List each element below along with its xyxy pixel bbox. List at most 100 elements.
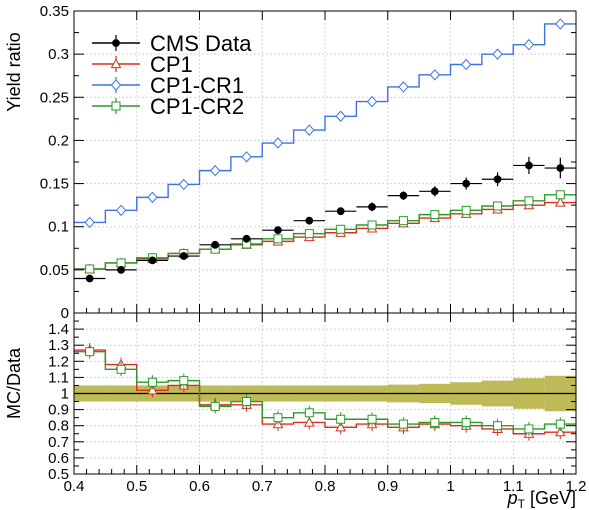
y-tick-label: 1.4: [48, 321, 69, 338]
data-point-cp1-cr2: [367, 220, 377, 230]
ratio-line-cp1: [74, 349, 576, 435]
y-tick-label: 0.8: [48, 418, 69, 435]
x-tick-label: 0.9: [377, 478, 398, 495]
data-point-cp1-cr1: [523, 38, 535, 51]
x-tick-label: 1.2: [566, 478, 587, 495]
data-point-cp1-cr1: [210, 164, 221, 177]
data-point-cp1-cr1: [555, 18, 566, 30]
data-point-cp1-cr1: [115, 204, 127, 217]
ratio-point-cp1-cr2: [304, 408, 314, 418]
ratio-point-cp1-cr2: [147, 377, 157, 387]
ratio-point-cp1-cr2: [367, 414, 377, 424]
data-point-cp1-cr2: [555, 190, 565, 200]
data-point-cp1-cr1: [492, 48, 503, 60]
data-point-cms-data: [179, 252, 188, 260]
x-tick-label: 0.4: [64, 478, 85, 495]
ratio-point-cp1-cr2: [555, 419, 565, 429]
y-tick-label: 1.1: [48, 369, 69, 386]
data-point-cp1-cr2: [336, 224, 346, 234]
y-tick-label: 0.2: [48, 132, 69, 149]
ratio-point-cp1-cr2: [524, 424, 534, 434]
data-point-cp1-cr1: [84, 216, 95, 229]
data-point-cp1-cr2: [273, 234, 283, 244]
y-tick-label: 0.1: [48, 219, 69, 236]
ratio-y-ticks: 0.50.60.70.80.911.11.21.31.4: [48, 320, 576, 483]
data-point-cms-data: [211, 240, 220, 249]
legend-marker: [112, 39, 120, 47]
y-tick-label: 0.5: [48, 466, 69, 483]
y-tick-label: 0.9: [48, 402, 69, 419]
ratio-point-cp1: [554, 426, 566, 437]
data-point-cp1-cr2: [398, 216, 408, 226]
ratio-point-cp1-cr2: [85, 347, 95, 357]
y-tick-label: 0.15: [40, 176, 69, 193]
data-point-cms-data: [117, 265, 125, 274]
ratio-point-cp1: [335, 421, 347, 432]
ratio-series: [74, 343, 576, 441]
data-point-cp1-cr2: [493, 201, 503, 211]
x-tick-label: 0.6: [189, 478, 210, 495]
data-point-cms-data: [368, 202, 376, 211]
main-panel: 00.050.10.150.20.250.30.35 CMS DataCP1CP…: [4, 3, 577, 322]
series-line-cp1-cr2: [74, 194, 576, 270]
y-axis-label: Yield ratio: [4, 32, 24, 111]
x-tick-label: 0.7: [252, 478, 273, 495]
data-point-cp1-cr1: [366, 95, 378, 108]
series-line-cp1-cr1: [74, 23, 576, 224]
data-point-cms-data: [525, 161, 533, 170]
ratio-point-cp1-cr2: [336, 414, 346, 424]
x-tick-label: 1.1: [503, 478, 524, 495]
data-point-cms-data: [336, 207, 345, 216]
data-point-cp1-cr1: [178, 178, 189, 191]
ratio-point-cp1-cr2: [179, 376, 189, 386]
y-tick-label: 1.3: [48, 337, 69, 354]
x-tick-label: 1: [446, 478, 454, 495]
legend-marker: [110, 79, 122, 91]
data-point-cp1-cr2: [430, 210, 440, 220]
data-point-cp1-cr2: [461, 205, 471, 215]
data-point-cp1: [554, 197, 566, 207]
data-point-cp1-cr1: [335, 110, 346, 123]
data-point-cms-data: [305, 216, 314, 225]
ratio-point-cp1-cr2: [210, 401, 220, 411]
y-tick-label: 0.3: [48, 46, 69, 63]
data-point-cms-data: [242, 234, 251, 243]
data-point-cms-data: [430, 187, 439, 196]
ratio-point-cp1-cr2: [398, 419, 408, 429]
legend-marker: [111, 101, 121, 111]
ratio-point-cp1-cr2: [242, 397, 252, 407]
uncertainty-band: [74, 375, 576, 412]
ratio-point-cp1-cr2: [273, 413, 283, 423]
main-series: [74, 18, 576, 283]
y-tick-label: 1: [61, 386, 69, 403]
ratio-point-cp1: [303, 416, 315, 427]
legend-label: CP1-CR2: [150, 94, 244, 119]
legend-label: CP1: [150, 52, 193, 77]
ratio-point-cp1-cr2: [461, 417, 471, 427]
data-point-cms-data: [274, 226, 282, 235]
legend-label: CMS Data: [150, 31, 252, 56]
data-point-cp1-cr2: [85, 264, 95, 274]
ratio-y-axis-label: MC/Data: [4, 347, 24, 419]
ratio-point-cp1: [147, 384, 158, 395]
data-point-cp1-cr2: [116, 258, 126, 268]
data-point-cp1-cr1: [461, 58, 472, 71]
data-point-cp1-cr1: [272, 137, 284, 149]
main-y-ticks: 0 0.05 0.1 0.15 0.2 0.25 0.3 0.35: [40, 3, 577, 322]
data-point-cp1-cr1: [429, 69, 440, 81]
x-tick-label: 0.8: [315, 478, 336, 495]
data-point-cp1-cr2: [524, 196, 534, 206]
y-tick-label: 1.2: [48, 353, 69, 370]
y-tick-label: 0: [61, 305, 69, 322]
legend-marker: [110, 58, 122, 69]
ratio-x-ticks: 0.4 0.5 0.6 0.7 0.8 0.9 1 1.1 1.2: [64, 308, 587, 495]
data-point-cp1-cr1: [398, 81, 409, 93]
data-point-cp1-cr2: [304, 229, 314, 239]
data-point-cp1-cr1: [241, 151, 252, 163]
ratio-panel: 0.50.60.70.80.911.11.21.31.4 0.4 0.5 0.6 0.…: [4, 308, 587, 510]
ratio-point-cp1-cr2: [116, 364, 126, 374]
y-tick-label: 0.6: [48, 450, 69, 467]
legend-label: CP1-CR1: [150, 73, 244, 98]
ratio-point-cp1-cr2: [493, 421, 503, 431]
